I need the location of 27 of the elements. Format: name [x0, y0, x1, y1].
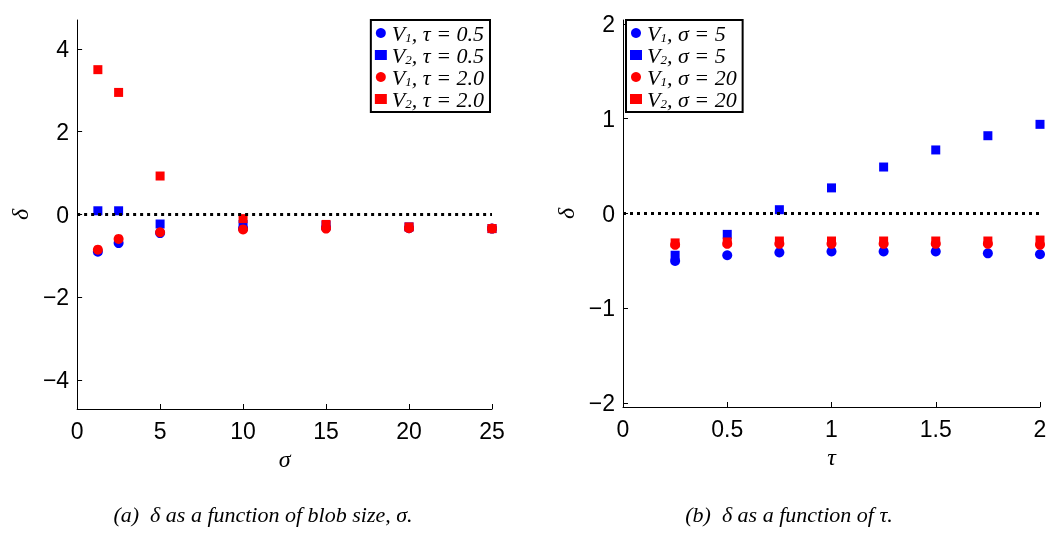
- y-tick-label: −4: [42, 367, 70, 394]
- legend-label: V1, σ = 5: [647, 20, 726, 46]
- text: (b) δ as a function of τ.: [685, 501, 893, 527]
- x-tick-label: 1.5: [919, 415, 952, 442]
- y-tick-label: −2: [42, 284, 70, 311]
- x-tick-label: 20: [396, 417, 422, 444]
- y-tick-label: 4: [56, 35, 70, 62]
- y-tick-label: 0: [602, 200, 615, 227]
- x-tick-label: 5: [153, 417, 167, 444]
- y-tick-label: −2: [588, 390, 615, 417]
- y-axis-title: δ: [552, 207, 579, 220]
- x-axis-title: τ: [827, 444, 838, 470]
- x-tick-label: 0.5: [711, 415, 744, 442]
- x-tick-label: 25: [479, 417, 505, 444]
- text: (a) δ as a function of blob size, σ.: [113, 501, 413, 527]
- x-tick-label: 10: [230, 417, 256, 444]
- x-tick-label: 15: [313, 417, 339, 444]
- y-tick-label: 2: [602, 10, 615, 37]
- y-tick-label: 1: [602, 105, 615, 132]
- x-axis-title: σ: [278, 446, 292, 472]
- y-axis-title: δ: [7, 208, 33, 221]
- y-tick-label: −1: [588, 295, 615, 322]
- y-tick-label: 0: [56, 201, 70, 228]
- x-tick-label: 1: [825, 415, 838, 442]
- x-tick-label: 2: [1033, 415, 1047, 442]
- y-tick-label: 2: [56, 118, 70, 145]
- legend-label: V1, τ = 0.5: [391, 20, 485, 46]
